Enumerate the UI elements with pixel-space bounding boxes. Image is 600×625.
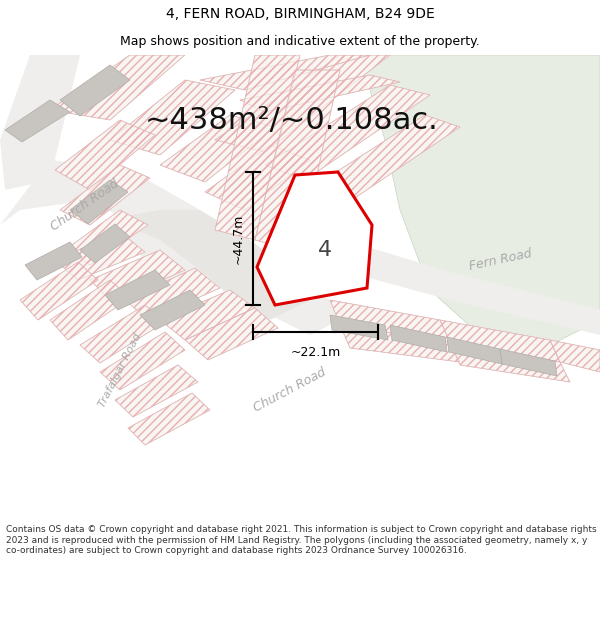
Text: ~438m²/~0.108ac.: ~438m²/~0.108ac. [145,106,439,134]
Polygon shape [200,55,370,90]
Polygon shape [50,280,130,340]
Text: 4: 4 [318,240,332,260]
Polygon shape [60,165,150,225]
Polygon shape [100,332,185,390]
Text: 4, FERN ROAD, BIRMINGHAM, B24 9DE: 4, FERN ROAD, BIRMINGHAM, B24 9DE [166,7,434,21]
Polygon shape [105,270,170,310]
Polygon shape [90,250,185,302]
Polygon shape [65,210,148,265]
Text: Map shows position and indicative extent of the property.: Map shows position and indicative extent… [120,35,480,48]
Text: ~22.1m: ~22.1m [290,346,341,359]
Polygon shape [5,100,70,142]
Polygon shape [55,120,155,190]
Polygon shape [140,290,205,330]
Polygon shape [105,210,310,320]
Polygon shape [550,340,600,372]
Polygon shape [340,325,460,362]
Polygon shape [205,145,310,210]
Polygon shape [265,85,430,180]
Polygon shape [447,337,502,364]
Polygon shape [115,365,198,417]
Polygon shape [330,300,450,342]
Polygon shape [355,55,600,350]
Polygon shape [105,210,210,290]
Polygon shape [55,232,145,280]
Polygon shape [25,242,82,280]
Text: Church Road: Church Road [49,177,122,233]
Polygon shape [215,55,390,152]
Polygon shape [0,55,80,190]
Text: ~44.7m: ~44.7m [232,213,245,264]
Polygon shape [110,80,235,155]
Polygon shape [160,290,255,340]
Polygon shape [80,305,165,363]
Polygon shape [50,55,185,120]
Polygon shape [0,160,340,335]
Polygon shape [257,172,372,305]
Polygon shape [125,268,220,320]
Text: Contains OS data © Crown copyright and database right 2021. This information is : Contains OS data © Crown copyright and d… [6,525,596,555]
Text: Fern Road: Fern Road [467,247,533,273]
Text: Church Road: Church Road [251,366,328,414]
Text: Trafalgar Road: Trafalgar Road [97,331,143,409]
Polygon shape [20,262,98,320]
Polygon shape [330,315,388,340]
Polygon shape [160,115,275,182]
Polygon shape [390,325,447,352]
Polygon shape [185,308,278,360]
Polygon shape [305,115,460,208]
Polygon shape [265,210,600,335]
Polygon shape [240,75,400,112]
Polygon shape [80,224,130,263]
Polygon shape [70,180,128,224]
Text: Fern Road: Fern Road [301,256,359,284]
Polygon shape [60,65,130,116]
Polygon shape [440,320,560,362]
Polygon shape [500,349,557,376]
Polygon shape [128,393,210,445]
Polygon shape [450,342,570,382]
Polygon shape [215,55,300,240]
Polygon shape [255,70,340,252]
